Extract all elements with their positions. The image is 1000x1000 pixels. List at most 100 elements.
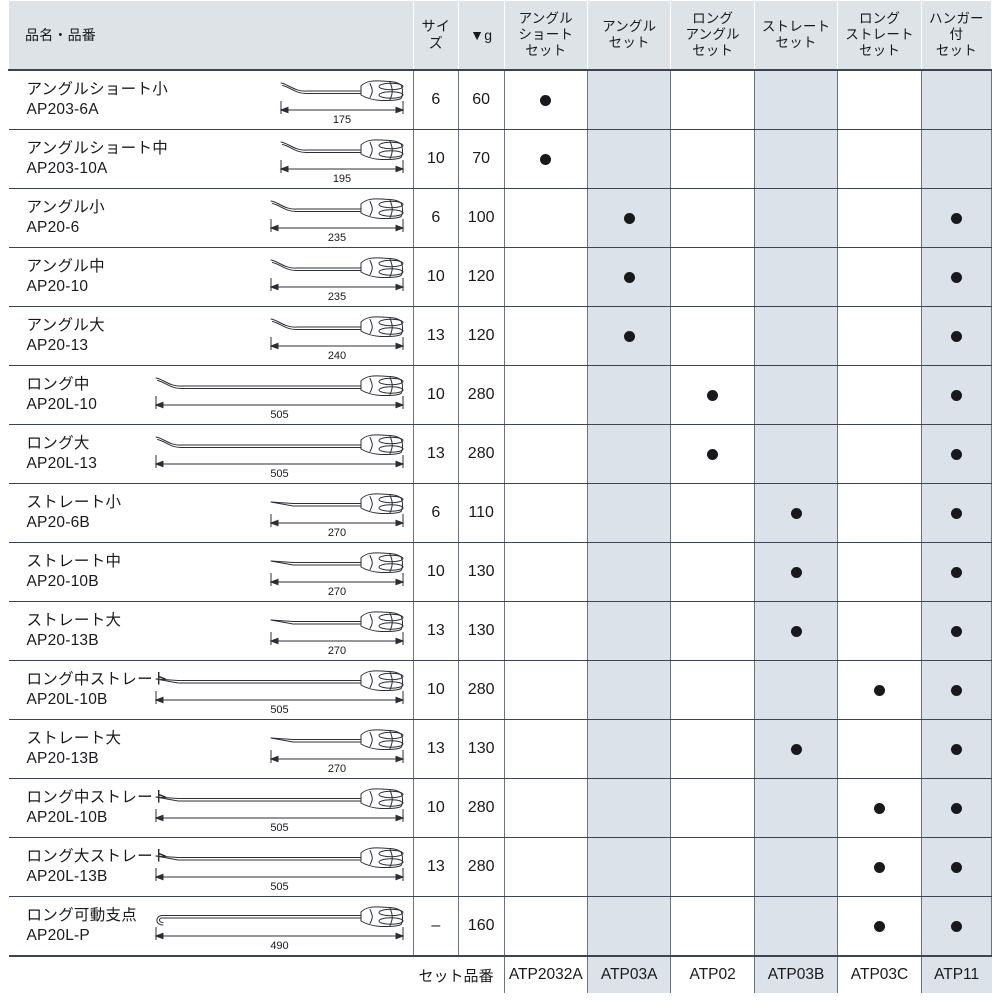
header-set-long-angle: ロング アングル セット <box>670 0 755 71</box>
product-label: アングル小 AP20-6 <box>9 198 174 239</box>
name-figure-wrap: アングルショート中 AP203-10A 195 <box>9 130 414 188</box>
included-dot-icon <box>540 153 552 165</box>
svg-text:505: 505 <box>270 468 288 480</box>
set-cell-hanger <box>921 542 993 602</box>
product-name: アングルショート中 <box>26 139 169 157</box>
included-dot-icon <box>950 861 962 873</box>
set-cell-hanger <box>921 70 993 130</box>
tool-illustration: 235 <box>174 189 414 247</box>
weight-cell: 120 <box>458 247 505 307</box>
product-label: ロング大 AP20L-13 <box>9 434 174 475</box>
tool-illustration: 175 <box>174 71 414 129</box>
included-dot-icon <box>950 507 962 519</box>
table-row: ロング中ストレート AP20L-10B 505 10 280 <box>8 778 993 838</box>
tool-illustration: 270 <box>174 543 414 601</box>
sort-triangle-down-icon: ▼ <box>470 26 485 43</box>
set-cell-angle <box>587 424 672 484</box>
name-figure-wrap: ロング中 AP20L-10 505 <box>9 366 414 424</box>
product-name: ロング中ストレート <box>26 670 169 688</box>
included-dot-icon <box>623 212 635 224</box>
product-label: ストレート小 AP20-6B <box>9 493 174 534</box>
product-partnumber: AP20-13B <box>26 632 99 649</box>
product-name-cell: アングルショート小 AP203-6A 175 <box>8 70 414 130</box>
table-row: ロング中 AP20L-10 505 10 280 <box>8 365 993 425</box>
product-partnumber: AP20L-10B <box>26 809 108 826</box>
set-cell-long-straight <box>837 365 922 425</box>
product-label: ストレート中 AP20-10B <box>9 552 174 593</box>
footer-partnumber-straight: ATP03B <box>754 956 839 993</box>
footer-label: セット品番 <box>413 956 505 993</box>
included-dot-icon <box>950 920 962 932</box>
set-cell-angle-short <box>504 365 588 425</box>
tool-illustration: 505 <box>154 661 414 719</box>
included-dot-icon <box>874 920 886 932</box>
name-figure-wrap: ストレート中 AP20-10B 270 <box>9 543 414 601</box>
set-cell-long-straight <box>837 188 922 248</box>
svg-text:505: 505 <box>270 881 288 893</box>
product-label: ロング大ストレート AP20L-13B <box>9 847 174 888</box>
product-partnumber: AP20L-P <box>26 927 90 944</box>
product-name: ストレート大 <box>26 729 122 747</box>
set-cell-long-straight <box>837 601 922 661</box>
name-figure-wrap: アングルショート小 AP203-6A 175 <box>9 71 414 129</box>
svg-text:175: 175 <box>333 114 351 126</box>
set-cell-hanger <box>921 601 993 661</box>
product-partnumber: AP20-13B <box>26 750 99 767</box>
included-dot-icon <box>874 684 886 696</box>
product-name: ストレート小 <box>26 493 122 511</box>
set-cell-angle-short <box>504 719 588 779</box>
product-name-cell: ロング大 AP20L-13 505 <box>8 424 414 484</box>
product-name: ロング可動支点 <box>26 906 138 924</box>
set-cell-straight <box>754 247 839 307</box>
footer-partnumber-long-angle: ATP02 <box>670 956 755 993</box>
set-cell-angle-short <box>504 837 588 897</box>
size-cell: 13 <box>413 837 459 897</box>
weight-cell: 280 <box>458 424 505 484</box>
set-cell-hanger <box>921 129 993 189</box>
set-cell-angle-short <box>504 247 588 307</box>
included-dot-icon <box>874 802 886 814</box>
name-figure-wrap: アングル小 AP20-6 235 <box>9 189 414 247</box>
table-row: アングル小 AP20-6 235 6 100 <box>8 188 993 248</box>
size-cell: 10 <box>413 129 459 189</box>
product-name-cell: ストレート大 AP20-13B 270 <box>8 601 414 661</box>
included-dot-icon <box>623 330 635 342</box>
product-label: ロング中 AP20L-10 <box>9 375 174 416</box>
set-cell-long-angle <box>670 365 755 425</box>
size-cell: 10 <box>413 247 459 307</box>
product-label: ロング中ストレート AP20L-10B <box>9 670 174 711</box>
set-cell-straight <box>754 306 839 366</box>
set-cell-hanger <box>921 247 993 307</box>
set-cell-straight <box>754 483 839 543</box>
footer-row: セット品番 ATP2032A ATP03A ATP02 ATP03B ATP03… <box>8 956 992 993</box>
header-set-long-straight: ロング ストレート セット <box>837 0 922 71</box>
product-name: アングル大 <box>26 316 105 334</box>
set-cell-straight <box>754 719 839 779</box>
set-cell-long-straight <box>837 837 922 897</box>
set-cell-straight <box>754 129 839 189</box>
weight-cell: 130 <box>458 719 505 779</box>
product-partnumber: AP20L-10 <box>26 396 98 413</box>
product-partnumber: AP20-13 <box>26 337 89 354</box>
product-name: ストレート大 <box>26 611 122 629</box>
name-figure-wrap: ロング中ストレート AP20L-10B 505 <box>9 779 414 837</box>
name-figure-wrap: ロング大ストレート AP20L-13B 505 <box>9 838 414 896</box>
set-cell-long-straight <box>837 719 922 779</box>
product-name: アングルショート小 <box>26 80 169 98</box>
size-cell: 13 <box>413 424 459 484</box>
set-cell-long-angle <box>670 188 755 248</box>
size-cell: 13 <box>413 601 459 661</box>
svg-text:505: 505 <box>270 409 288 421</box>
included-dot-icon <box>790 743 802 755</box>
set-cell-long-angle <box>670 70 755 130</box>
set-cell-angle <box>587 247 672 307</box>
name-figure-wrap: ストレート大 AP20-13B 270 <box>9 720 414 778</box>
set-cell-long-angle <box>670 542 755 602</box>
product-name: ロング大ストレート <box>26 847 169 865</box>
table-body: アングルショート小 AP203-6A 175 6 60 アングルショート中 AP203-10… <box>8 70 993 957</box>
name-figure-wrap: ロング大 AP20L-13 505 <box>9 425 414 483</box>
set-cell-long-straight <box>837 247 922 307</box>
set-cell-straight <box>754 188 839 248</box>
included-dot-icon <box>540 94 552 106</box>
